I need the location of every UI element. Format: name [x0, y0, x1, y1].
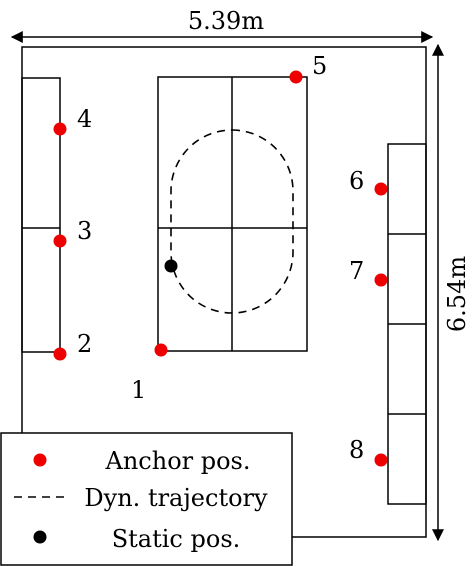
anchor-2: 2: [53, 330, 92, 361]
legend-static-label: Static pos.: [112, 525, 241, 553]
anchor-label: 8: [349, 436, 364, 464]
anchor-marker: [374, 453, 388, 467]
anchor-label: 3: [77, 217, 92, 245]
anchor-marker: [154, 343, 168, 357]
anchor-marker: [53, 122, 67, 136]
anchor-label: 2: [77, 330, 92, 358]
anchor-label: 1: [131, 376, 146, 404]
anchor-7: 7: [349, 257, 388, 287]
anchor-marker: [53, 234, 67, 248]
anchor-1: 1: [131, 343, 168, 404]
anchor-label: 4: [77, 105, 92, 133]
anchor-8: 8: [349, 436, 388, 467]
anchor-3: 3: [53, 217, 92, 248]
anchor-label: 5: [312, 52, 327, 80]
width-dimension-label: 5.39m: [188, 7, 264, 35]
right-cabinet: [387, 143, 427, 505]
center-table: [157, 76, 308, 352]
height-dimension-label: 6.54m: [443, 256, 471, 332]
legend-static-marker: [33, 530, 47, 544]
legend: Anchor pos. Dyn. trajectory Static pos.: [0, 432, 293, 566]
anchor-label: 7: [349, 257, 364, 285]
static-position-marker: [164, 259, 178, 273]
legend-box: [0, 432, 293, 566]
legend-trajectory-label: Dyn. trajectory: [84, 484, 268, 512]
anchor-marker: [289, 70, 303, 84]
left-cabinet: [21, 77, 61, 353]
anchor-4: 4: [53, 105, 92, 136]
anchor-marker: [374, 273, 388, 287]
anchor-marker: [374, 182, 388, 196]
anchor-6: 6: [349, 167, 388, 196]
anchor-marker: [53, 347, 67, 361]
legend-anchor-label: Anchor pos.: [105, 447, 251, 475]
legend-anchor-marker: [33, 453, 47, 467]
anchor-5: 5: [289, 52, 327, 84]
dynamic-trajectory-path: [170, 129, 294, 314]
anchor-label: 6: [349, 167, 364, 195]
